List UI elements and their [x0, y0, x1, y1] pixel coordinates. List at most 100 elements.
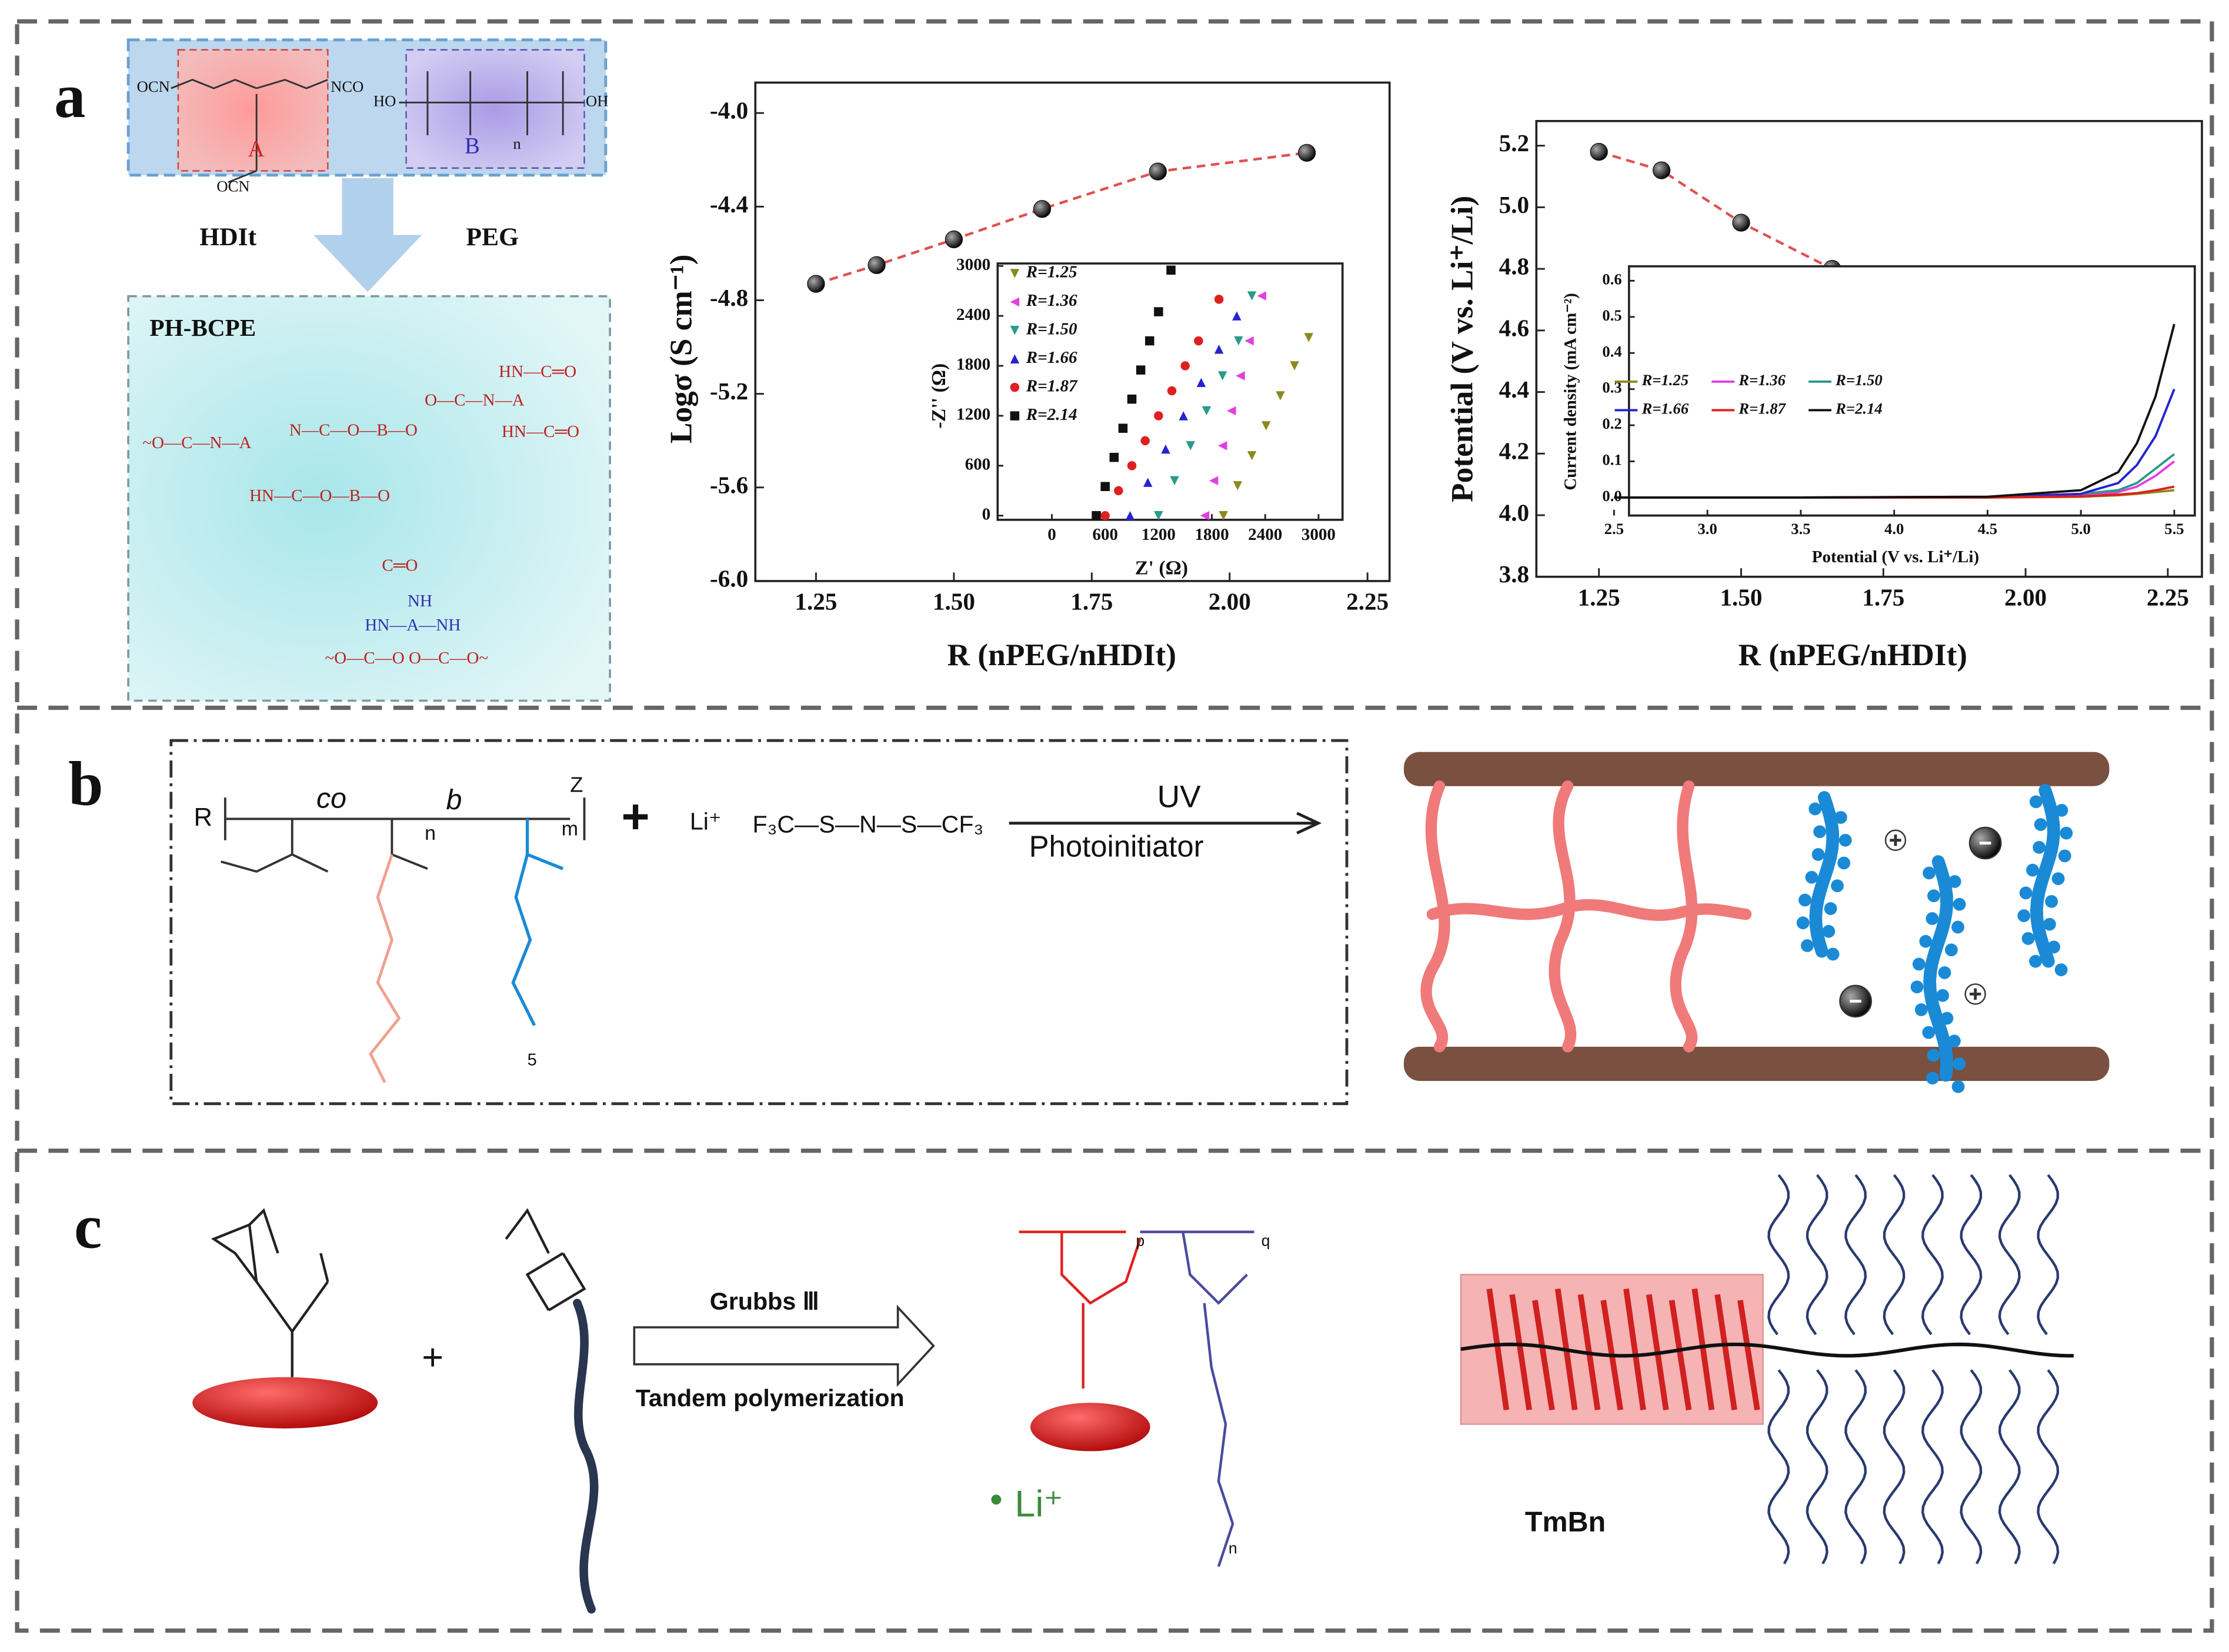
brush-chain — [1883, 1174, 1906, 1336]
brush-chain — [1921, 1369, 1944, 1564]
bead — [2021, 932, 2035, 945]
y-tick-label: 0.1 — [1602, 451, 1621, 469]
point — [1186, 441, 1196, 450]
point — [1276, 391, 1285, 401]
point — [1154, 411, 1163, 420]
y-tick-label: 5.2 — [1499, 129, 1529, 156]
subscript: 5 — [528, 1051, 537, 1070]
bead — [1936, 989, 1950, 1002]
y-tick-label: 4.2 — [1499, 438, 1529, 465]
condition: Photoinitiator — [1029, 830, 1204, 863]
label: b — [446, 784, 462, 816]
mesogen-rod — [1714, 1294, 1737, 1411]
monomer-name: PEG — [466, 223, 519, 251]
salt: F₃C—S—N—S—CF₃ — [752, 810, 983, 837]
bead — [1938, 966, 1951, 979]
point — [1652, 161, 1671, 179]
bead — [2051, 872, 2065, 885]
y-tick-label: 1800 — [956, 355, 990, 374]
brush-chain — [1806, 1174, 1828, 1336]
block-label: B — [465, 134, 480, 159]
label: co — [316, 783, 346, 815]
catalyst: Grubbs Ⅲ — [710, 1288, 819, 1315]
plot-frame — [1627, 265, 2196, 517]
y-tick-label: 0 — [982, 505, 991, 523]
bead — [1811, 848, 1825, 861]
group: HN—C—O—B—O — [249, 486, 390, 505]
atom: HO — [373, 92, 396, 109]
trend-line — [815, 151, 1307, 285]
group: HN—C═O — [499, 362, 576, 381]
legend-marker — [1010, 326, 1020, 335]
point — [1290, 361, 1299, 371]
group: O—C—N—A — [425, 391, 525, 410]
bond — [511, 819, 564, 1026]
legend-marker — [1010, 382, 1020, 392]
x-tick-label: 1.25 — [795, 588, 837, 615]
x-tick-label: 600 — [1092, 525, 1118, 544]
legend-label: R=1.66 — [1026, 348, 1077, 367]
reaction-arrow — [633, 1304, 935, 1387]
brush-chain — [2037, 1369, 2060, 1564]
point — [945, 230, 963, 249]
series-line — [1614, 323, 2175, 499]
point — [1304, 333, 1314, 342]
backbone — [1460, 1342, 2074, 1358]
mesogen-rod — [1691, 1288, 1715, 1411]
point — [1144, 336, 1154, 346]
ion: Li⁺ — [1015, 1484, 1063, 1525]
point — [1179, 411, 1188, 420]
group: C═O — [382, 556, 418, 575]
y-tick-label: 0.6 — [1602, 271, 1621, 288]
point — [1109, 452, 1119, 462]
block-a — [177, 49, 329, 172]
y-tick-label: 3.8 — [1499, 560, 1529, 588]
point — [1261, 421, 1271, 430]
group: ~O—C—O O—C—O~ — [325, 649, 489, 668]
legend-marker — [1010, 411, 1020, 420]
legend-label: R=1.66 — [1641, 400, 1689, 418]
brush-chain — [1767, 1369, 1790, 1564]
bead — [1912, 957, 1926, 971]
bead — [1801, 939, 1814, 952]
bead — [2034, 818, 2047, 831]
atom: OH — [586, 92, 608, 109]
bead — [1927, 1049, 1940, 1062]
point — [1297, 143, 1316, 162]
mesogen — [1030, 1403, 1150, 1451]
subscript: q — [1262, 1232, 1270, 1250]
x-axis-label: R (nPEG/nHDIt) — [1739, 638, 1967, 672]
block — [1019, 1230, 1142, 1389]
brush-chain — [1806, 1369, 1828, 1564]
point — [1244, 336, 1254, 346]
y-tick-label: 4.4 — [1499, 376, 1529, 403]
product-structure: ~O—C—N—A N—C—O—B—O O—C—N—A HN—C═O HN—C═O… — [142, 362, 579, 668]
subscript: n — [513, 135, 520, 152]
bond — [399, 71, 585, 136]
point — [1590, 143, 1608, 161]
point — [1219, 511, 1228, 520]
mesogen-rod — [1486, 1288, 1510, 1411]
monomer-scheme: OCN NCO OCN HO OH A B n HDIt PEG PH-BCPE — [126, 38, 611, 702]
crosslink — [1420, 780, 1752, 1053]
atom: R — [194, 803, 212, 832]
point — [1214, 295, 1224, 304]
x-tick-label: 2.5 — [1604, 520, 1624, 538]
bead — [2043, 917, 2056, 931]
bead — [1910, 980, 1924, 994]
brush-chain — [1844, 1369, 1867, 1564]
y-tick-label: 4.8 — [1499, 253, 1529, 280]
point — [1236, 371, 1245, 381]
group: ~O—C—N—A — [142, 433, 251, 452]
x-tick-label: 3.5 — [1791, 520, 1810, 538]
legend-label: R=1.50 — [1835, 371, 1883, 389]
copolymer: TmBn — [1525, 1506, 1606, 1538]
backbone — [1403, 1046, 2110, 1081]
bead — [1919, 935, 1933, 948]
brush-chain — [1767, 1174, 1790, 1336]
block-b — [405, 49, 585, 169]
point — [1127, 461, 1137, 470]
x-tick-label: 5.0 — [2071, 520, 2091, 538]
